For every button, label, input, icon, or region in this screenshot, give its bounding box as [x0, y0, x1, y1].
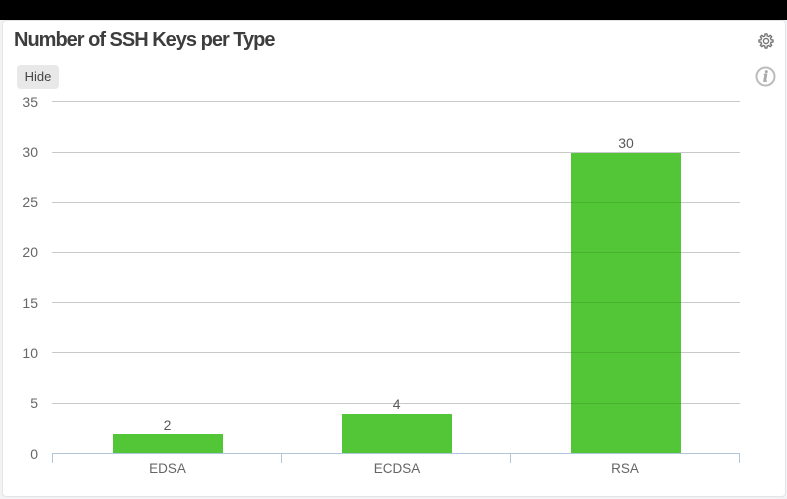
svg-text:i: i: [763, 68, 768, 85]
